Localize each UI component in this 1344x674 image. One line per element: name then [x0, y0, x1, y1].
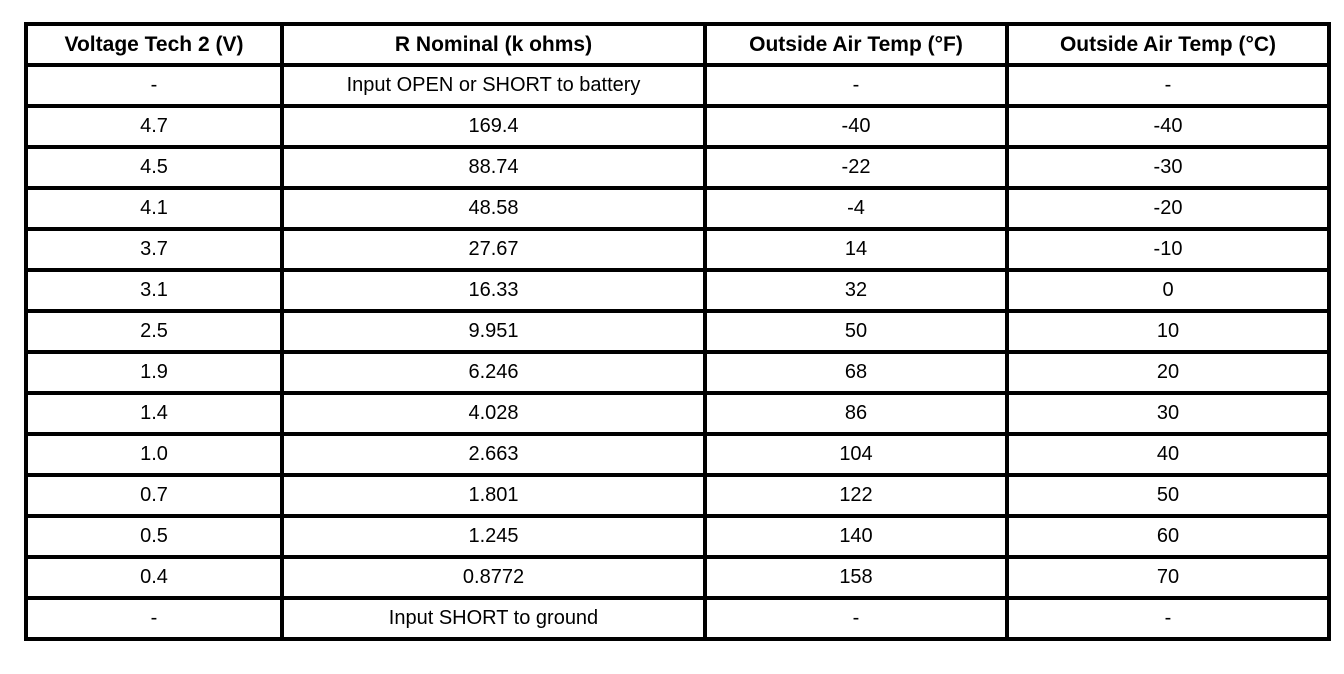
table-cell: 6.246	[280, 350, 707, 395]
table-row: 3.1 16.33 32 0	[24, 268, 1331, 313]
table-cell: -22	[703, 145, 1009, 190]
table-cell: Input OPEN or SHORT to battery	[280, 63, 707, 108]
table-row: 0.7 1.801 122 50	[24, 473, 1331, 518]
table-cell: 14	[703, 227, 1009, 272]
table-cell: 1.0	[24, 432, 284, 477]
table-row: 4.1 48.58 -4 -20	[24, 186, 1331, 231]
table-cell: 20	[1005, 350, 1331, 395]
table-cell: -4	[703, 186, 1009, 231]
table-cell: 104	[703, 432, 1009, 477]
table-cell: 1.4	[24, 391, 284, 436]
table-cell: 1.801	[280, 473, 707, 518]
header-cell: Voltage Tech 2 (V)	[24, 22, 284, 67]
table-cell: 4.1	[24, 186, 284, 231]
table-cell: 0.7	[24, 473, 284, 518]
table-cell: -40	[703, 104, 1009, 149]
table-cell: 50	[703, 309, 1009, 354]
table-cell: 3.7	[24, 227, 284, 272]
table-cell: 3.1	[24, 268, 284, 313]
table-cell: 0.5	[24, 514, 284, 559]
table-cell: -30	[1005, 145, 1331, 190]
document-table-container: Voltage Tech 2 (V) R Nominal (k ohms) Outs…	[24, 22, 1331, 641]
table-body: - Input OPEN or SHORT to battery - -4.7 169.…	[24, 63, 1331, 641]
table-cell: 169.4	[280, 104, 707, 149]
table-cell: 32	[703, 268, 1009, 313]
table-row: - Input OPEN or SHORT to battery - -	[24, 63, 1331, 108]
table-cell: 1.9	[24, 350, 284, 395]
table-row: 1.9 6.246 68 20	[24, 350, 1331, 395]
table-cell: 0.4	[24, 555, 284, 600]
table-cell: 9.951	[280, 309, 707, 354]
temp-sensor-table: Voltage Tech 2 (V) R Nominal (k ohms) Outs…	[24, 22, 1331, 641]
table-row: 0.4 0.8772 158 70	[24, 555, 1331, 600]
table-cell: 0	[1005, 268, 1331, 313]
header-cell: R Nominal (k ohms)	[280, 22, 707, 67]
table-cell: -	[1005, 63, 1331, 108]
table-cell: -	[24, 63, 284, 108]
table-cell: Input SHORT to ground	[280, 596, 707, 641]
table-cell: 88.74	[280, 145, 707, 190]
table-cell: 48.58	[280, 186, 707, 231]
table-cell: 70	[1005, 555, 1331, 600]
table-row: 2.5 9.951 50 10	[24, 309, 1331, 354]
table-cell: -	[703, 596, 1009, 641]
table-cell: 27.67	[280, 227, 707, 272]
header-row: Voltage Tech 2 (V) R Nominal (k ohms) Outs…	[24, 22, 1331, 67]
table-row: 1.0 2.663 104 40	[24, 432, 1331, 477]
table-cell: -20	[1005, 186, 1331, 231]
table-cell: 4.5	[24, 145, 284, 190]
table-cell: 122	[703, 473, 1009, 518]
table-cell: 30	[1005, 391, 1331, 436]
table-cell: 2.5	[24, 309, 284, 354]
table-cell: 158	[703, 555, 1009, 600]
table-row: 4.7 169.4 -40 -40	[24, 104, 1331, 149]
table-cell: 0.8772	[280, 555, 707, 600]
table-cell: 40	[1005, 432, 1331, 477]
table-row: - Input SHORT to ground - -	[24, 596, 1331, 641]
table-header: Voltage Tech 2 (V) R Nominal (k ohms) Outs…	[24, 22, 1331, 67]
table-cell: 68	[703, 350, 1009, 395]
table-cell: -	[1005, 596, 1331, 641]
table-cell: 10	[1005, 309, 1331, 354]
table-cell: 60	[1005, 514, 1331, 559]
table-cell: 86	[703, 391, 1009, 436]
table-cell: 4.7	[24, 104, 284, 149]
table-row: 0.5 1.245 140 60	[24, 514, 1331, 559]
table-cell: 4.028	[280, 391, 707, 436]
table-cell: -	[703, 63, 1009, 108]
table-cell: 50	[1005, 473, 1331, 518]
table-row: 3.7 27.67 14 -10	[24, 227, 1331, 272]
header-cell: Outside Air Temp (°F)	[703, 22, 1009, 67]
table-cell: 1.245	[280, 514, 707, 559]
table-cell: -	[24, 596, 284, 641]
header-cell: Outside Air Temp (°C)	[1005, 22, 1331, 67]
table-row: 4.5 88.74 -22 -30	[24, 145, 1331, 190]
table-cell: 140	[703, 514, 1009, 559]
table-cell: -10	[1005, 227, 1331, 272]
table-cell: -40	[1005, 104, 1331, 149]
table-cell: 16.33	[280, 268, 707, 313]
table-cell: 2.663	[280, 432, 707, 477]
table-row: 1.4 4.028 86 30	[24, 391, 1331, 436]
